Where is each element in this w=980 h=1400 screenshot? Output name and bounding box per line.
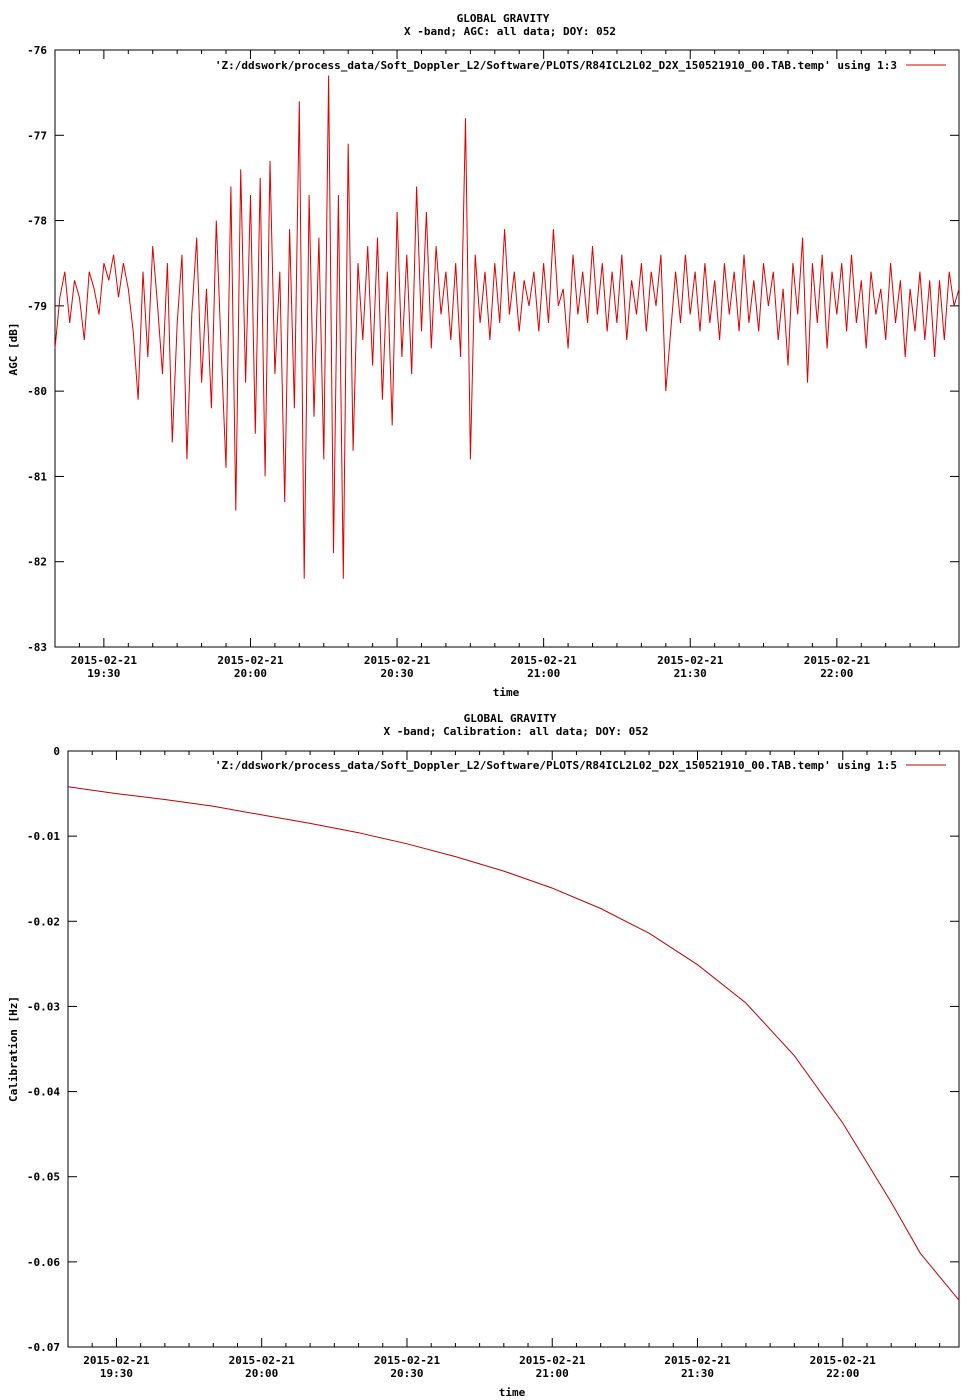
agc-x-tick-date: 2015-02-21 [364,654,431,667]
agc-x-tick-time: 22:00 [820,667,853,680]
agc-chart-title: GLOBAL GRAVITY [457,12,550,25]
calibration-x-tick-date: 2015-02-21 [664,1354,731,1367]
agc-x-tick-date: 2015-02-21 [657,654,724,667]
calibration-x-tick-time: 19:30 [100,1367,133,1380]
calibration-y-ticks: 0 -0.01 -0.02 -0.03 -0.04 -0.05 -0.06 -0.07 [27,745,959,1354]
agc-y-tick-label: -80 [27,385,47,398]
agc-x-tick-time: 21:00 [527,667,560,680]
agc-x-tick-date: 2015-02-21 [217,654,284,667]
agc-y-axis-label: AGC [dB] [7,323,20,376]
calibration-x-tick-date: 2015-02-21 [374,1354,441,1367]
agc-chart: GLOBAL GRAVITY X -band; AGC: all data; D… [7,12,960,699]
agc-x-tick-date: 2015-02-21 [804,654,871,667]
agc-y-tick-label: -77 [27,129,47,142]
calibration-series-line [67,786,960,1301]
calibration-y-tick-label: -0.05 [27,1171,60,1184]
agc-y-tick-label: -83 [27,641,47,654]
calibration-x-tick-time: 20:30 [390,1367,423,1380]
calibration-x-tick-date: 2015-02-21 [519,1354,586,1367]
agc-x-tick-time: 21:30 [674,667,707,680]
calibration-plot-frame [67,750,960,1348]
agc-y-tick-label: -78 [27,215,47,228]
agc-x-tick-time: 20:30 [380,667,413,680]
calibration-x-tick-time: 22:00 [826,1367,859,1380]
calibration-y-axis-label: Calibration [Hz] [7,996,20,1102]
calibration-legend-label: 'Z:/ddswork/process_data/Soft_Doppler_L2… [215,759,897,772]
calibration-chart-title: GLOBAL GRAVITY [464,712,557,725]
agc-x-tick-date: 2015-02-21 [71,654,138,667]
agc-y-ticks: -76 -77 -78 -79 -80 -81 -82 -83 [27,44,959,654]
calibration-x-tick-time: 21:30 [681,1367,714,1380]
agc-x-axis-label: time [493,686,520,699]
calibration-y-tick-label: -0.02 [27,915,60,928]
agc-x-tick-time: 20:00 [234,667,267,680]
calibration-y-tick-label: -0.07 [27,1341,60,1354]
agc-series-line [54,75,960,579]
calibration-y-tick-label: -0.01 [27,830,60,843]
agc-y-tick-label: -76 [27,44,47,57]
agc-x-tick-time: 19:30 [87,667,120,680]
calibration-x-tick-date: 2015-02-21 [810,1354,877,1367]
calibration-x-tick-time: 21:00 [536,1367,569,1380]
calibration-x-tick-date: 2015-02-21 [83,1354,150,1367]
calibration-y-tick-label: 0 [53,745,60,758]
agc-legend-label: 'Z:/ddswork/process_data/Soft_Doppler_L2… [215,59,897,72]
calibration-x-tick-date: 2015-02-21 [229,1354,296,1367]
agc-x-tick-date: 2015-02-21 [511,654,578,667]
calibration-x-ticks: 2015-02-2119:302015-02-2120:002015-02-21… [67,751,941,1380]
calibration-chart-subtitle: X -band; Calibration: all data; DOY: 052 [384,725,649,738]
calibration-x-axis-label: time [499,1386,526,1399]
calibration-x-tick-time: 20:00 [245,1367,278,1380]
agc-y-tick-label: -79 [27,300,47,313]
agc-x-ticks: 2015-02-2119:302015-02-2120:002015-02-21… [54,50,960,680]
agc-y-tick-label: -81 [27,470,47,483]
calibration-y-tick-label: -0.04 [27,1086,60,1099]
calibration-y-tick-label: -0.06 [27,1256,60,1269]
agc-y-tick-label: -82 [27,556,47,569]
calibration-y-tick-label: -0.03 [27,1000,60,1013]
calibration-chart: GLOBAL GRAVITY X -band; Calibration: all… [7,712,960,1399]
agc-chart-subtitle: X -band; AGC: all data; DOY: 052 [404,25,616,38]
